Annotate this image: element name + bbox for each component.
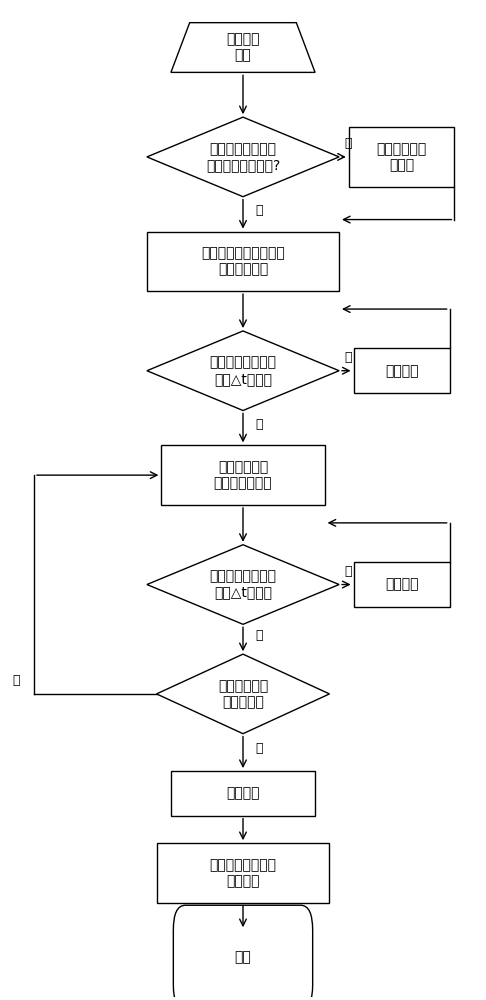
Text: 是: 是 [255,629,262,642]
Text: 否: 否 [344,137,351,150]
Text: 否: 否 [344,351,351,364]
Text: 数据处理: 数据处理 [226,786,260,800]
FancyBboxPatch shape [174,905,312,1000]
FancyBboxPatch shape [353,562,450,607]
Polygon shape [156,654,330,734]
FancyBboxPatch shape [348,127,454,187]
FancyBboxPatch shape [353,348,450,393]
Text: 输入误差系数
平均值: 输入误差系数 平均值 [377,142,427,172]
Text: 输出加速度计组合
误差系数: 输出加速度计组合 误差系数 [209,858,277,888]
Text: 是: 是 [255,742,262,755]
Text: 选择开始
试验: 选择开始 试验 [226,32,260,63]
Text: 将捷联惯性组合静止于
某一任意位置: 将捷联惯性组合静止于 某一任意位置 [201,246,285,276]
Text: 否: 否 [344,565,351,578]
FancyBboxPatch shape [147,232,339,291]
Text: 双轴旋转机构
转动至下一位置: 双轴旋转机构 转动至下一位置 [214,460,272,490]
Polygon shape [171,23,315,72]
Polygon shape [147,117,339,197]
FancyBboxPatch shape [161,445,325,505]
Text: 加速度计组合是否
采集△t秒输出: 加速度计组合是否 采集△t秒输出 [209,569,277,600]
Text: 加速度计组合是否
采集△t秒输出: 加速度计组合是否 采集△t秒输出 [209,356,277,386]
Polygon shape [147,545,339,624]
Text: 结束: 结束 [235,950,251,964]
Text: 否: 否 [12,674,20,687]
Text: 继续采集: 继续采集 [385,578,418,592]
FancyBboxPatch shape [171,771,315,816]
Text: 是: 是 [255,418,262,431]
FancyBboxPatch shape [156,843,330,903]
Polygon shape [147,331,339,410]
Text: 原先多次测量所得
误差系数是否已知?: 原先多次测量所得 误差系数是否已知? [206,142,280,172]
Text: 此位置是否是
第十六位置: 此位置是否是 第十六位置 [218,679,268,709]
Text: 是: 是 [255,204,262,217]
Text: 继续采集: 继续采集 [385,364,418,378]
